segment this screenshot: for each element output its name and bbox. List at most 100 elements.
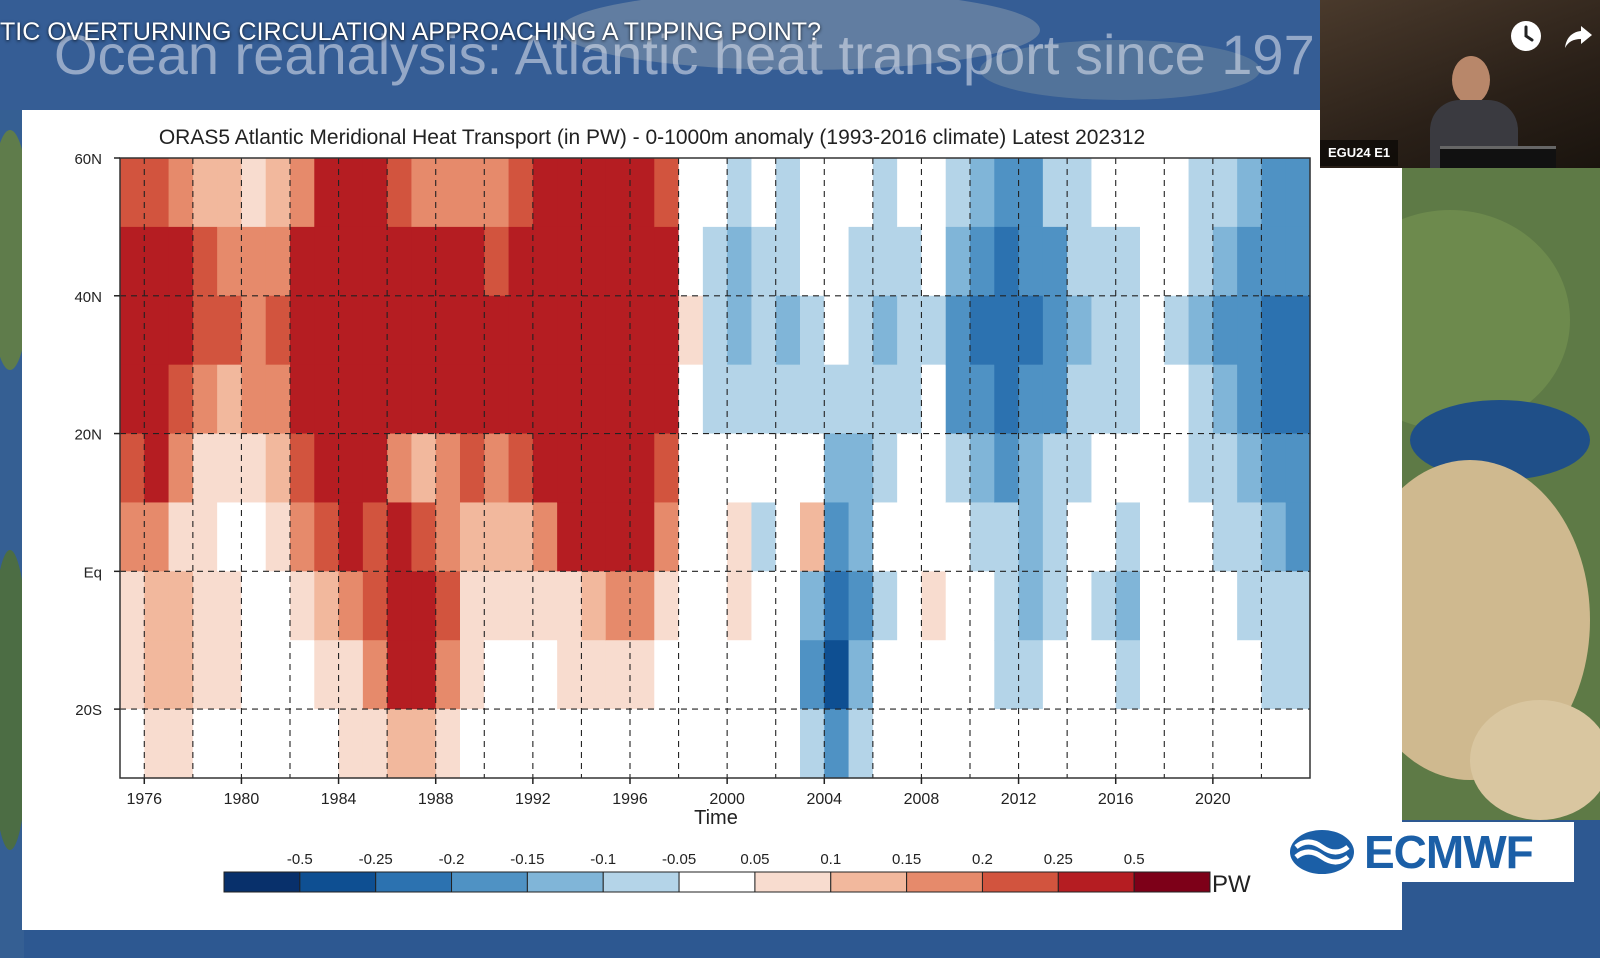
heatmap-cell (678, 571, 704, 641)
heatmap-cell (1140, 502, 1165, 572)
heatmap-cell (508, 295, 534, 366)
heatmap-cell (1164, 502, 1190, 572)
heatmap-cell (290, 364, 315, 435)
heatmap-cell (411, 502, 437, 572)
heatmap-cell (460, 433, 485, 504)
heatmap-cell (848, 433, 874, 504)
heatmap-cell (314, 158, 340, 228)
heatmap-cell (314, 571, 340, 641)
x-tick-label: 1988 (418, 791, 454, 808)
heatmap-cell (1188, 433, 1214, 504)
heatmap-cell (1067, 226, 1093, 297)
heatmap-cell (581, 709, 607, 779)
heatmap-cell (314, 364, 340, 435)
heatmap-cell (824, 502, 850, 572)
heatmap-cell (1261, 640, 1287, 710)
heatmap-cell (872, 364, 898, 435)
heatmap-cell (678, 433, 704, 504)
heatmap-cell (387, 295, 413, 366)
heatmap-cell (1115, 571, 1141, 641)
heatmap-cell (362, 364, 388, 435)
heatmap-cell (678, 364, 704, 435)
heatmap-cell (265, 502, 291, 572)
heatmap-cell (702, 502, 728, 572)
heatmap-cell (411, 295, 437, 366)
heatmap-cell (290, 640, 315, 710)
heatmap-cell (605, 502, 631, 572)
y-tick-label: 60N (74, 151, 102, 168)
x-tick-label: 1996 (612, 791, 648, 808)
heatmap-cell (654, 571, 680, 641)
heatmap-cell (654, 364, 680, 435)
y-tick-label: 40N (74, 289, 102, 306)
heatmap-cell (945, 709, 971, 779)
heatmap-cell (751, 364, 777, 435)
share-arrow-icon[interactable] (1560, 18, 1596, 54)
colorbar-segment (1133, 871, 1211, 893)
heatmap-cell (1237, 709, 1263, 779)
heatmap-cell (1018, 709, 1044, 779)
heatmap-cell (460, 295, 485, 366)
heatmap-cell (508, 571, 534, 641)
heatmap-cell (484, 433, 510, 504)
heatmap-cell (824, 709, 850, 779)
heatmap-cell (848, 226, 874, 297)
heatmap-cell (1067, 571, 1093, 641)
heatmap-cell (508, 226, 534, 297)
heatmap-cell (532, 709, 558, 779)
heatmap-cell (290, 502, 315, 572)
heatmap-cell (1042, 226, 1068, 297)
heatmap-cell (654, 709, 680, 779)
colorbar-segment (526, 871, 604, 893)
y-axis-ticks: 60N 40N 20N Eq 20S (74, 151, 120, 719)
heatmap-cell (1115, 502, 1141, 572)
heatmap-cell (1164, 709, 1190, 779)
heatmap-cell (484, 571, 510, 641)
heatmap-cell (970, 226, 995, 297)
heatmap-cell (1115, 433, 1141, 504)
heatmap-cell (945, 226, 971, 297)
heatmap-cell (848, 158, 874, 228)
heatmap-cell (338, 364, 364, 435)
heatmap-cell (1164, 364, 1190, 435)
heatmap-cell (265, 571, 291, 641)
x-tick-label: 1992 (515, 791, 551, 808)
heatmap-cell (1140, 158, 1165, 228)
heatmap-cell (1115, 709, 1141, 779)
heatmap-cell (1212, 571, 1238, 641)
heatmap-cell (581, 502, 607, 572)
heatmap-cell (775, 433, 801, 504)
heatmap-cell (435, 502, 461, 572)
x-tick-label: 1976 (126, 791, 162, 808)
slide-heading: Ocean reanalysis: Atlantic heat transpor… (54, 23, 1315, 86)
colorbar-label: -0.2 (439, 851, 465, 868)
colorbar-label: -0.5 (287, 851, 313, 868)
heatmap-cell (630, 364, 655, 435)
heatmap-cell (338, 158, 364, 228)
heatmap-cell (751, 295, 777, 366)
heatmap-cell (897, 295, 923, 366)
colorbar-label: -0.25 (359, 851, 393, 868)
heatmap-cell (994, 640, 1020, 710)
heatmap-cell (484, 640, 510, 710)
heatmap-cell (1164, 433, 1190, 504)
colorbar-label: 0.1 (820, 851, 841, 868)
heatmap-cell (970, 571, 995, 641)
colorbar-segment (375, 871, 453, 893)
colorbar (223, 871, 1211, 893)
heatmap-cell (1237, 295, 1263, 366)
colorbar-segment (451, 871, 528, 893)
x-tick-label: 1984 (321, 791, 357, 808)
heatmap-cell (508, 433, 534, 504)
heatmap-cell (1067, 709, 1093, 779)
heatmap-cell (1091, 709, 1117, 779)
clock-icon[interactable] (1508, 18, 1544, 54)
x-tick-label: 2016 (1098, 791, 1134, 808)
heatmap-cell (362, 709, 388, 779)
heatmap-cell (1261, 502, 1287, 572)
heatmap-cell (994, 571, 1020, 641)
heatmap-cell (751, 571, 777, 641)
heatmap-cell (1237, 158, 1263, 228)
heatmap-cell (387, 709, 413, 779)
heatmap-cell (168, 295, 194, 366)
